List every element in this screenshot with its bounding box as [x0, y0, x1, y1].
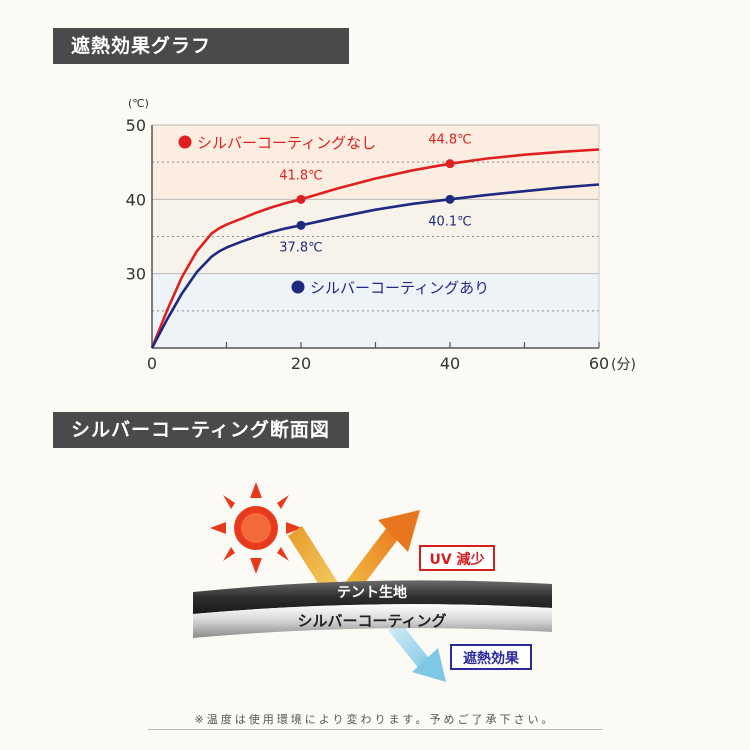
uv-reduction-badge: UV 減少 [419, 545, 495, 571]
tent-fabric-layer [193, 580, 552, 614]
heat-shield-label: 遮熱効果 [463, 650, 520, 667]
y-tick-label: 30 [126, 265, 146, 284]
x-tick-label: 40 [440, 354, 460, 373]
graph-section-title: 遮熱効果グラフ [71, 35, 212, 57]
series-line-1 [150, 148, 600, 349]
legend-label: シルバーコーティングなし [197, 134, 376, 152]
band-hot [152, 125, 599, 200]
tent-fabric-label: テント生地 [337, 584, 407, 601]
legend-marker [178, 135, 192, 149]
data-label: 41.8℃ [279, 168, 323, 183]
x-unit-label: (分) [611, 357, 636, 373]
data-label: 44.8℃ [428, 133, 472, 148]
heat-pass-arrow [388, 622, 446, 682]
y-tick-label: 50 [126, 116, 146, 135]
x-tick-label: 20 [291, 354, 311, 373]
cross-section-header: シルバーコーティング断面図 [53, 412, 349, 448]
y-unit-label: (℃) [128, 97, 149, 110]
cross-section-title: シルバーコーティング断面図 [71, 419, 330, 441]
data-point-marker [445, 159, 455, 169]
y-tick-label: 40 [126, 190, 146, 209]
data-label: 37.8℃ [279, 240, 323, 255]
sun-icon [210, 482, 302, 574]
footnote: ※温度は使用環境により変わります。予めご了承下さい。 [194, 713, 556, 726]
data-point-marker [296, 194, 306, 204]
x-tick-label: 60 [589, 354, 609, 373]
coating-cross-section-diagram: テント生地 シルバーコーティング UV 減少 遮熱効果 [193, 482, 552, 682]
heat-shield-chart: 0 20 40 60 (分) 30 40 50 (℃) 41.8℃ 44.8℃ 37.8℃ 40.1℃… [126, 97, 636, 373]
series-line-2 [150, 183, 600, 349]
data-point-marker [445, 194, 455, 204]
data-label: 40.1℃ [428, 214, 472, 229]
graph-section-header: 遮熱効果グラフ [53, 28, 349, 64]
data-point-marker [296, 220, 306, 230]
uv-reduction-label: UV 減少 [429, 551, 484, 568]
heat-shield-badge: 遮熱効果 [450, 644, 532, 670]
footnote-underline [148, 729, 603, 730]
band-cool [152, 273, 599, 348]
x-tick-label: 0 [147, 354, 157, 373]
legend-marker [291, 280, 305, 294]
legend-label: シルバーコーティングあり [310, 279, 489, 297]
band-warm [152, 199, 599, 274]
silver-coating-layer [193, 604, 552, 638]
silver-coating-label: シルバーコーティング [297, 612, 446, 630]
